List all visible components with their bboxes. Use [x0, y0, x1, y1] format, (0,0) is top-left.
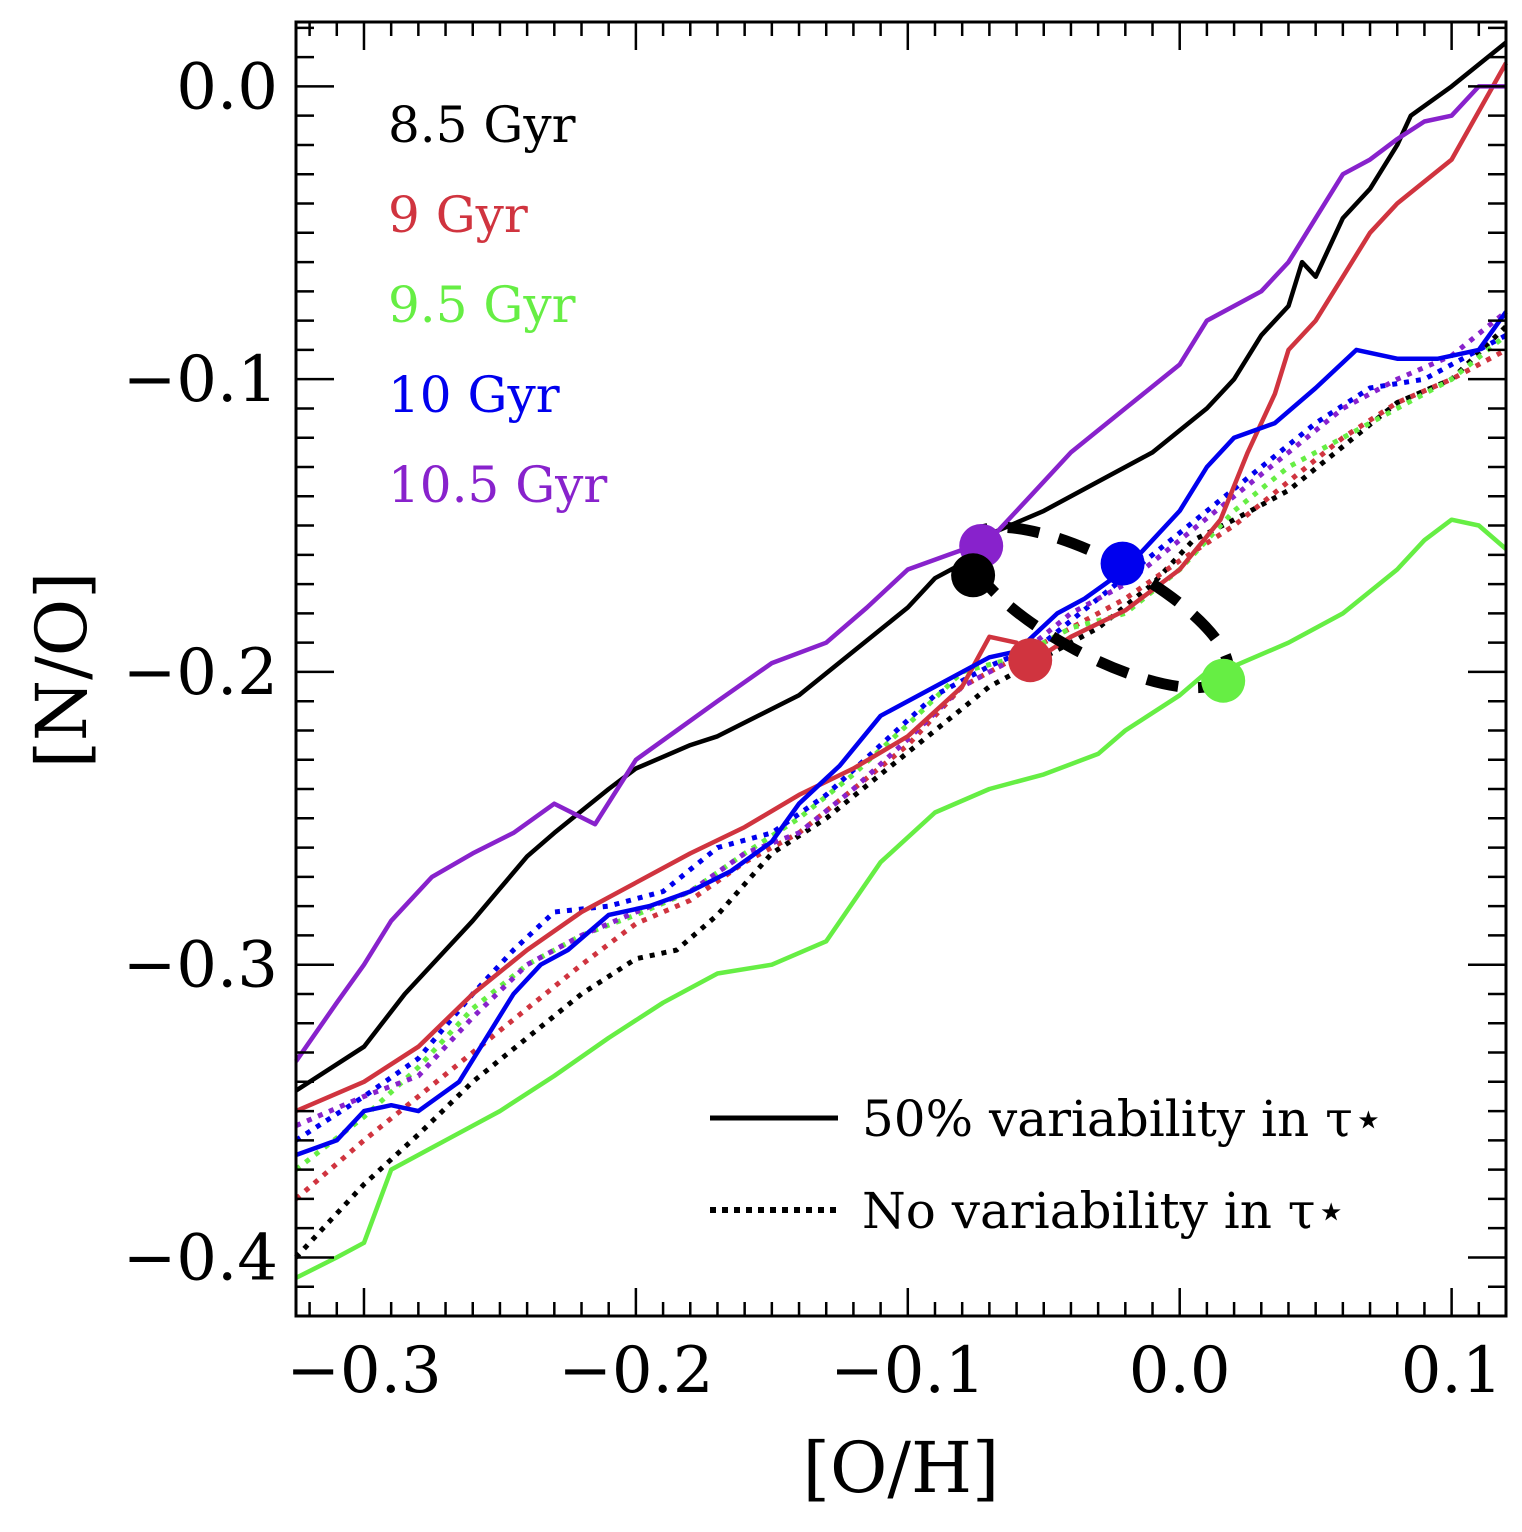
age-label-9-5: 9.5 Gyr [388, 276, 576, 334]
plot-frame [294, 20, 1508, 1318]
series-line-solid-66ee44 [294, 517, 1508, 1280]
legend: 50% variability in τ⋆ No variability in … [710, 1090, 1384, 1240]
series-line-solid-000000 [294, 40, 1508, 1093]
legend-dotted-label: No variability in τ⋆ [862, 1182, 1347, 1240]
y-tick-label: −0.3 [123, 929, 278, 1003]
age-label-10: 10 Gyr [388, 366, 560, 424]
series-line-solid-0000ee [295, 310, 1508, 1158]
series-layer [294, 40, 1508, 1280]
series-line-dotted-0000ee [294, 333, 1508, 1143]
x-tick-label: −0.3 [286, 1334, 441, 1408]
x-tick-label: −0.1 [830, 1334, 985, 1408]
y-tick-label: −0.1 [123, 343, 278, 417]
marker-layer [951, 524, 1246, 703]
y-tick-label: −0.4 [123, 1221, 278, 1295]
marker-d0343f [1008, 638, 1053, 683]
series-line-solid-d0343f [295, 61, 1508, 1114]
tick-layer [296, 22, 1508, 1318]
age-label-8-5: 8.5 Gyr [388, 96, 576, 154]
y-tick-label: 0.0 [176, 50, 278, 124]
y-axis-title: [N/O] [21, 572, 103, 769]
age-label-9: 9 Gyr [388, 186, 528, 244]
x-tick-label: −0.2 [558, 1334, 713, 1408]
age-labels: 8.5 Gyr 9 Gyr 9.5 Gyr 10 Gyr 10.5 Gyr [388, 96, 607, 514]
age-label-10-5: 10.5 Gyr [388, 456, 607, 514]
marker-000000 [951, 553, 996, 598]
legend-solid-label: 50% variability in τ⋆ [862, 1090, 1384, 1148]
marker-0000ee [1100, 541, 1145, 586]
x-tick-label: 0.1 [1401, 1334, 1503, 1408]
series-line-dotted-8822cc [295, 309, 1508, 1128]
x-tick-label: 0.0 [1129, 1334, 1231, 1408]
marker-66ee44 [1201, 658, 1246, 703]
y-tick-label: −0.2 [123, 636, 278, 710]
tick-label-layer: −0.3 −0.2 −0.1 0.0 0.10.0−0.1−0.2−0.3−0.4 [123, 50, 1503, 1408]
series-line-dotted-d0343f [294, 347, 1508, 1201]
x-axis-title: [O/H] [803, 1427, 1000, 1509]
